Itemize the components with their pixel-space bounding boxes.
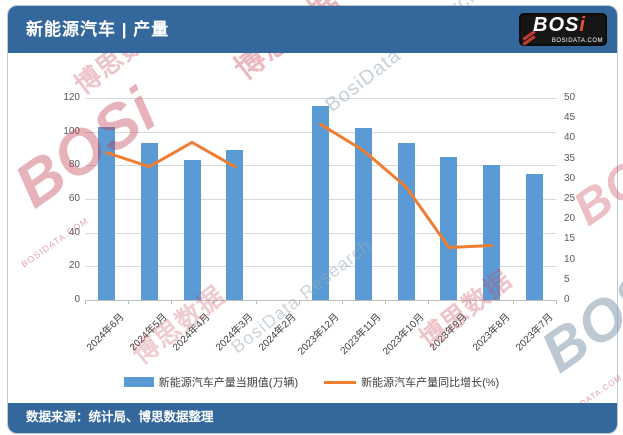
- legend-item: 新能源汽车产量当期值(万辆): [123, 374, 299, 390]
- x-axis-tick: [427, 300, 429, 304]
- y-axis-left-tick-label: 100: [63, 125, 80, 137]
- legend-label: 新能源汽车产量同比增长(%): [361, 377, 500, 389]
- x-axis-tick: [341, 300, 343, 304]
- gridline: [85, 98, 556, 99]
- y-axis-right-tick-label: 45: [564, 112, 576, 124]
- chart-panel: 0 20 40 60 80 100 120 0 5 10 15 20 25 30 35 40 45 50 2024年…: [8, 53, 615, 403]
- y-axis-right-tick-label: 10: [564, 253, 576, 265]
- bar: [140, 143, 158, 300]
- y-axis-left-tick-label: 20: [68, 260, 80, 272]
- y-axis-right-tick-label: 20: [564, 213, 576, 225]
- x-axis-tick: [513, 300, 515, 304]
- chart-legend: 新能源汽车产量当期值(万辆) 新能源汽车产量同比增长(%): [8, 374, 615, 390]
- y-axis-right-tick-label: 25: [564, 193, 576, 204]
- x-axis-line: [85, 300, 556, 301]
- bar: [226, 150, 244, 300]
- x-axis-tick: [170, 300, 172, 304]
- bar: [183, 160, 201, 300]
- bar: [354, 128, 372, 300]
- bosi-logo: BOSi BOSIDATA.COM: [519, 13, 607, 46]
- report-header: 新能源汽车 | 产量 BOSi BOSIDATA.COM: [8, 6, 617, 53]
- legend-label: 新能源汽车产量当期值(万辆): [158, 377, 299, 389]
- x-axis-tick: [384, 300, 386, 304]
- bar: [397, 143, 415, 300]
- x-axis-tick: [256, 300, 258, 304]
- legend-bar-swatch: [123, 377, 154, 387]
- logo-wordmark: BOSi: [533, 14, 586, 37]
- y-axis-right-tick-label: 40: [564, 132, 576, 144]
- y-axis-right-tick-label: 0: [564, 294, 570, 305]
- bar: [440, 156, 458, 300]
- data-source-label: 数据来源：统计局、博思数据整理: [26, 410, 214, 424]
- y-axis-right-tick-label: 50: [564, 92, 576, 103]
- y-axis-left-tick-label: 40: [68, 226, 80, 238]
- y-axis-right-tick-label: 35: [564, 152, 576, 164]
- chart-plot-area: 0 20 40 60 80 100 120 0 5 10 15 20 25 30 35 40 45 50 2024年…: [8, 53, 615, 403]
- x-axis-tick: [556, 300, 557, 304]
- bar: [97, 126, 115, 300]
- y-axis-right-tick-label: 15: [564, 233, 576, 245]
- logo-domain: BOSIDATA.COM: [551, 38, 603, 44]
- x-axis-tick: [127, 300, 129, 304]
- report-card: 新能源汽车 | 产量 BOSi BOSIDATA.COM 0 20 40 60 80 10…: [7, 5, 618, 434]
- bar: [526, 173, 544, 300]
- y-axis-right-tick-label: 5: [564, 273, 570, 285]
- trend-line: [104, 140, 237, 169]
- bar: [483, 165, 501, 300]
- y-axis-right-tick-label: 30: [564, 172, 576, 184]
- x-axis-tick: [299, 300, 301, 304]
- legend-line-swatch: [324, 380, 357, 384]
- y-axis-left-tick-label: 120: [63, 92, 80, 103]
- y-axis-left-tick-label: 80: [68, 159, 80, 171]
- logo-wordmark-main: BOS: [533, 14, 580, 36]
- bar: [312, 106, 329, 300]
- logo-wordmark-accent: i: [579, 14, 586, 36]
- y-axis-left-tick-label: 60: [68, 193, 80, 204]
- legend-item: 新能源汽车产量同比增长(%): [324, 374, 499, 390]
- x-axis-tick: [470, 300, 472, 304]
- y-axis-left-tick-label: 0: [74, 294, 80, 305]
- x-axis-tick: [85, 300, 86, 304]
- report-footer: 数据来源：统计局、博思数据整理: [8, 403, 617, 433]
- x-axis-tick: [213, 300, 215, 304]
- page-title: 新能源汽车 | 产量: [26, 20, 170, 39]
